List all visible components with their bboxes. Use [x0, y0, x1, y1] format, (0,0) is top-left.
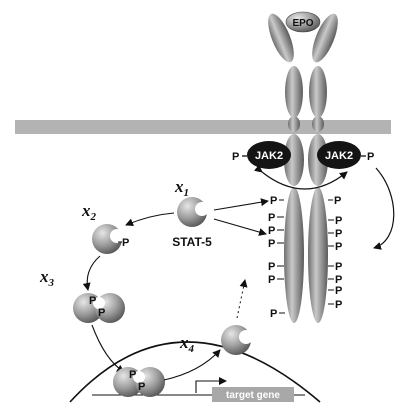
transcription-arrow: [195, 377, 227, 393]
arrow-x3-to-nucleus: [91, 324, 125, 373]
svg-text:P: P: [335, 274, 342, 286]
jak2-right: JAK2: [317, 141, 361, 169]
step-x4-label: x4: [179, 333, 195, 355]
arrow-dimer-to-x4: [163, 349, 221, 381]
cell-membrane: [15, 120, 391, 134]
svg-text:P: P: [89, 295, 96, 307]
svg-text:P: P: [268, 212, 275, 224]
step-x2-label: x2: [81, 201, 97, 223]
svg-text:P: P: [335, 215, 342, 227]
jak2-left-label: JAK2: [255, 150, 283, 162]
step-x1-label: x1: [174, 177, 189, 199]
stat5-monomer: STAT-5: [172, 197, 212, 249]
svg-text:P: P: [335, 299, 342, 311]
epo-label: EPO: [292, 18, 313, 29]
epo-ligand: EPO: [285, 11, 321, 33]
target-gene-box: [212, 387, 294, 402]
svg-text:P: P: [335, 261, 342, 273]
svg-text:P: P: [268, 274, 275, 286]
svg-text:P: P: [98, 307, 105, 319]
svg-text:P: P: [138, 381, 145, 393]
svg-text:P: P: [335, 228, 342, 240]
jak2-left-phosphate: P: [232, 151, 239, 163]
stat5-dimer-cytoplasm: P P: [73, 293, 125, 323]
svg-text:P: P: [268, 238, 275, 250]
svg-text:P: P: [334, 195, 341, 207]
stat5-label: STAT-5: [172, 235, 212, 249]
svg-text:P: P: [270, 195, 277, 207]
step-x3-label: x3: [39, 267, 55, 289]
receptor-phosphorylation-arrow: [373, 167, 395, 250]
stat5-recycled-monomer: [221, 325, 253, 355]
nuclear-export-arrow: [236, 279, 248, 319]
svg-text:P: P: [268, 261, 275, 273]
arrow-x1-to-x2: [125, 212, 175, 227]
stat5-phosphorylated: P: [92, 224, 129, 254]
svg-text:P: P: [268, 225, 275, 237]
svg-text:P: P: [122, 237, 129, 249]
receptor-phosphates-left: P P P P P P P: [268, 195, 285, 320]
stat-binding-arrow-2: [213, 218, 267, 236]
stat5-dimer-nucleus: P P: [113, 367, 165, 397]
svg-text:P: P: [129, 369, 136, 381]
nucleus-envelope: [69, 341, 321, 403]
jak-transphosphorylation-arrow: [254, 164, 348, 190]
stat-binding-arrow-1: [213, 198, 269, 211]
svg-text:P: P: [270, 308, 277, 320]
svg-text:P: P: [335, 285, 342, 297]
svg-text:P: P: [335, 241, 342, 253]
jak2-left: JAK2: [247, 141, 291, 169]
jak2-right-phosphate: P: [367, 151, 374, 163]
receptor-phosphates-right: P P P P P P P P: [328, 195, 342, 311]
arrow-x2-to-x3: [82, 255, 101, 291]
target-gene-label: target gene: [226, 390, 280, 401]
jak2-right-label: JAK2: [325, 150, 353, 162]
